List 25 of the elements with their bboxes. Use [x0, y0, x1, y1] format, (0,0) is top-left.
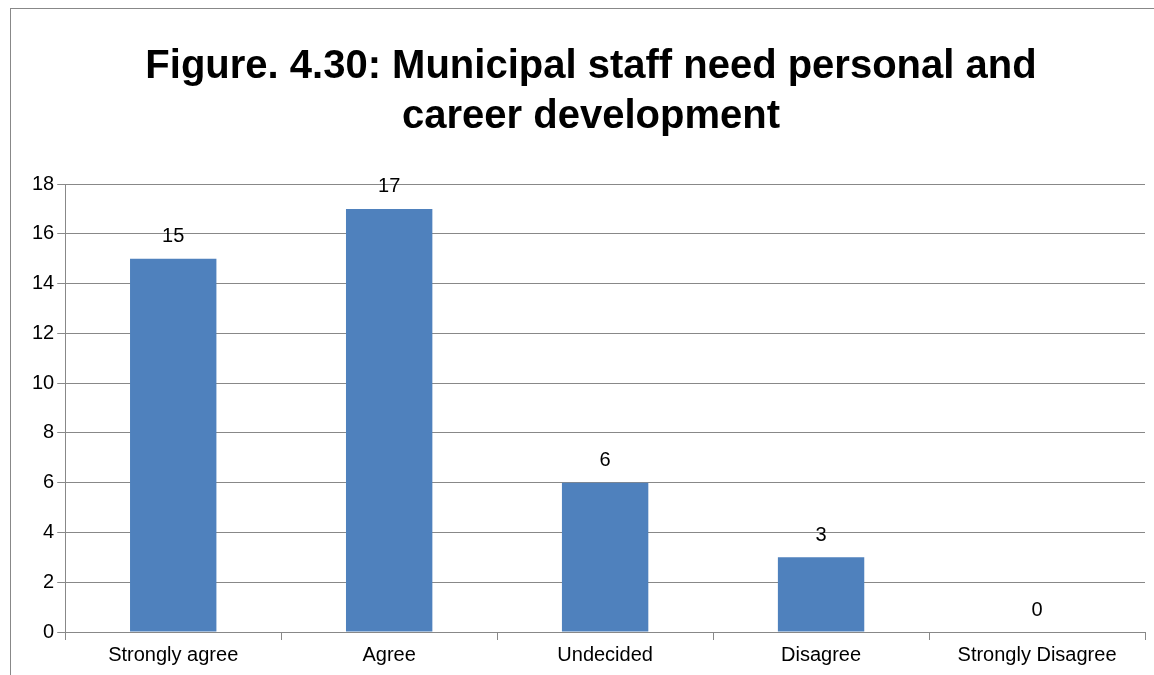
- data-label: 0: [1031, 597, 1043, 620]
- y-tick-label: 16: [32, 221, 55, 244]
- data-label: 6: [599, 448, 611, 471]
- y-tick-label: 6: [43, 470, 55, 493]
- x-tick-label: Strongly Disagree: [957, 642, 1117, 665]
- data-label: 17: [378, 174, 401, 197]
- x-tick-label: Undecided: [557, 642, 653, 665]
- y-tick-label: 0: [43, 619, 55, 642]
- x-tick-label: Disagree: [781, 642, 862, 665]
- y-tick-label: 4: [43, 519, 55, 542]
- bar: [345, 208, 433, 632]
- y-tick-label: 2: [43, 569, 55, 592]
- bar: [130, 258, 217, 632]
- y-tick-label: 14: [32, 271, 55, 294]
- y-tick-label: 8: [43, 420, 55, 443]
- x-tick-label: Agree: [362, 642, 416, 665]
- bar: [777, 557, 865, 632]
- y-tick-label: 18: [32, 171, 55, 194]
- y-tick-label: 10: [32, 370, 55, 393]
- chart-title: Figure. 4.30: Municipal staff need personal and career development: [144, 41, 1038, 138]
- data-label: 3: [815, 522, 827, 545]
- x-tick-label: Strongly agree: [108, 642, 239, 665]
- bar: [561, 482, 649, 632]
- data-label: 15: [162, 224, 185, 247]
- y-tick-label: 12: [32, 320, 55, 343]
